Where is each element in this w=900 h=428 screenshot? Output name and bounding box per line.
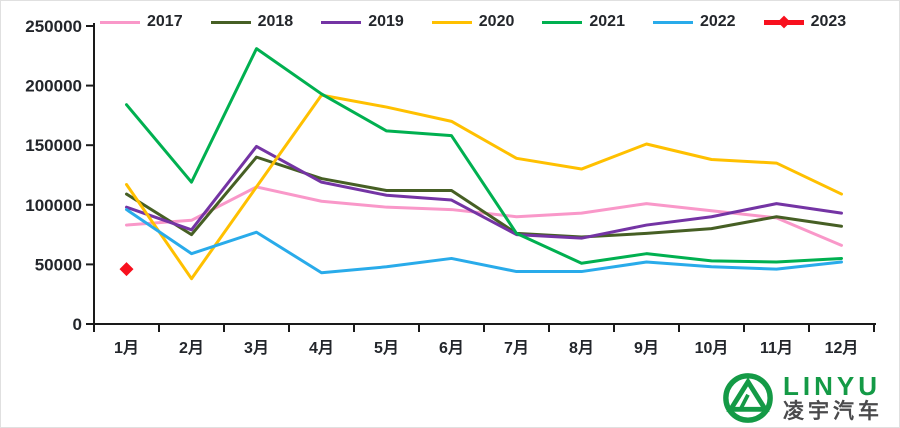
x-tick-label: 8月 [569,339,594,357]
y-tick-label: 50000 [35,255,82,274]
linyu-emblem-icon [723,373,773,423]
legend-swatch-2018 [210,20,251,24]
x-tick-label: 6月 [439,339,464,357]
legend-label-2021: 2021 [589,13,625,30]
legend-swatch-2022 [652,20,693,24]
legend-swatch-2021 [542,20,583,24]
legend-label-2018: 2018 [257,13,294,30]
x-tick-label: 11月 [760,339,793,357]
series-line-2022 [125,208,843,275]
legend-swatch-2019 [321,20,362,24]
legend-swatch-2017 [100,20,140,24]
legend-item-2020: 2020 [431,13,515,30]
legend-swatch-2023 [763,19,804,25]
legend-label-2019: 2019 [368,13,404,30]
logo-brand-chinese: 凌宇汽车 [783,400,883,424]
x-tick-label: 7月 [504,339,529,357]
legend-item-2017: 2017 [100,14,183,30]
legend-label-2023: 2023 [810,13,847,30]
legend-label-2020: 2020 [478,13,515,30]
series-line-2018 [125,155,843,239]
legend-item-2019: 2019 [321,14,404,30]
x-tick-label: 12月 [825,339,859,357]
x-tick-label: 4月 [309,339,334,357]
y-tick-label: 250000 [25,17,82,36]
x-tick-label: 5月 [374,339,399,357]
linyu-logo: LINYU 凌宇汽车 [721,371,883,425]
x-tick-label: 1月 [114,339,139,357]
y-tick-label: 150000 [25,136,82,155]
series-line-2021 [125,47,843,265]
series-line-2019 [125,144,843,240]
legend-label-2017: 2017 [147,13,183,30]
y-tick-label: 0 [73,315,82,334]
series-marker-2023 [119,262,134,277]
chart-legend: 2017 2018 2019 2020 2021 2022 2023 [100,14,846,30]
legend-swatch-2020 [431,20,472,24]
x-tick-label: 10月 [695,339,729,357]
legend-item-2022: 2022 [652,13,736,30]
y-tick-label: 100000 [25,196,82,215]
series-line-2020 [125,93,843,281]
legend-label-2022: 2022 [699,13,736,30]
logo-brand-text: LINYU [783,370,881,401]
legend-item-2018: 2018 [210,13,294,30]
legend-item-2021: 2021 [542,14,625,30]
y-tick-label: 200000 [25,77,82,96]
x-tick-label: 2月 [179,339,204,357]
x-tick-label: 9月 [634,339,659,357]
legend-item-2023: 2023 [763,13,847,30]
x-tick-label: 3月 [244,339,269,357]
